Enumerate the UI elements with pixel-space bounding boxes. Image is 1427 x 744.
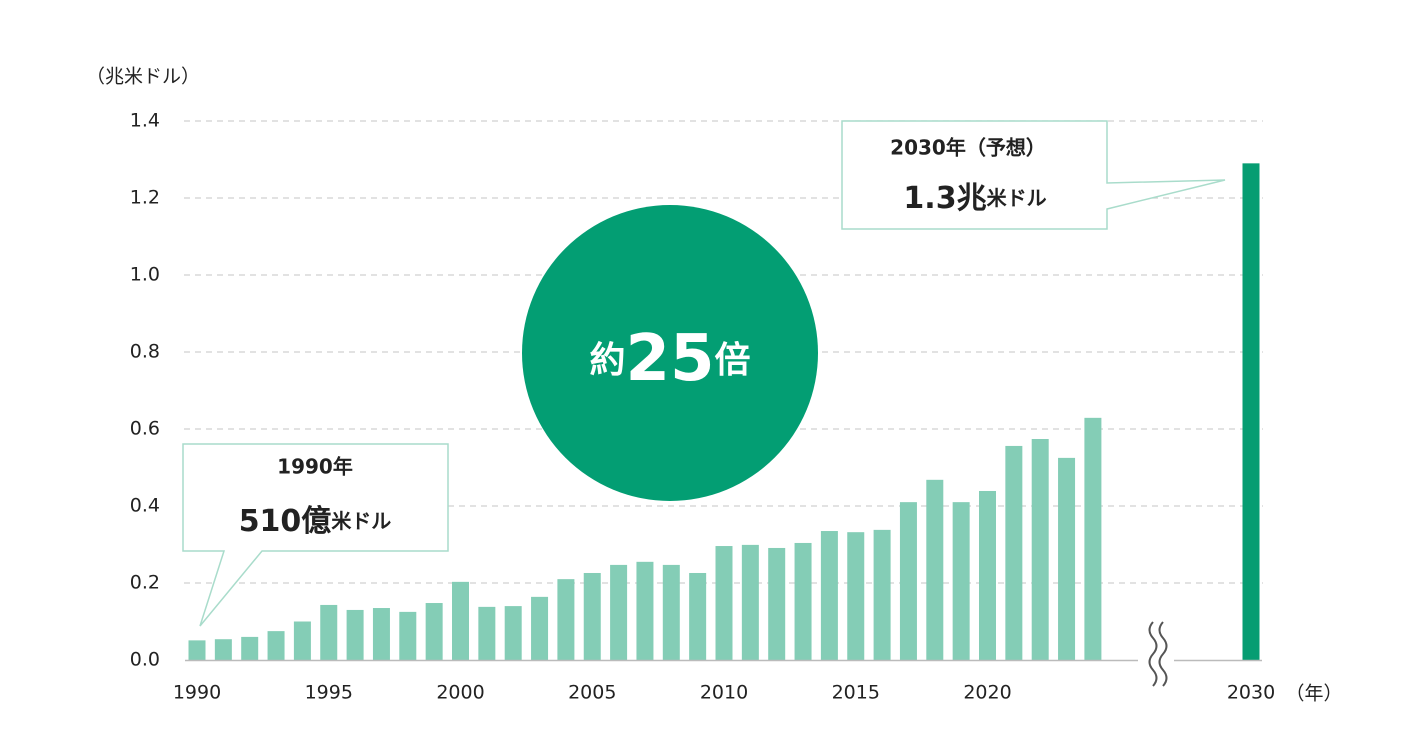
callout-box [182, 443, 449, 627]
bar [873, 529, 891, 660]
x-tick-label: 2000 [436, 682, 484, 704]
bar [979, 490, 996, 660]
y-tick-label: 0.4 [130, 495, 160, 517]
callout-unit: 米ドル [331, 509, 391, 533]
y-tick-label: 0.0 [130, 649, 160, 671]
bar [1058, 457, 1076, 660]
badge: 約25倍 [589, 322, 750, 396]
x-tick-label: 1995 [305, 682, 353, 704]
y-tick-label: 0.6 [130, 418, 160, 440]
y-unit: （兆米ドル） [86, 66, 200, 88]
bar [346, 609, 364, 660]
badge-number: 25 [625, 322, 714, 396]
y-tick-label: 1.2 [130, 187, 160, 209]
bar [452, 581, 469, 660]
callout-box [841, 120, 1226, 230]
callout-unit: 米ドル [987, 186, 1047, 210]
bar [820, 531, 838, 660]
bar [372, 608, 390, 660]
bar [399, 611, 417, 660]
bar [715, 546, 733, 660]
axis-break [1148, 621, 1168, 687]
bar [610, 564, 628, 660]
bar [768, 547, 786, 660]
y-tick-label: 0.8 [130, 341, 160, 363]
x-unit: （年） [1285, 683, 1342, 705]
x-tick-label: 2010 [700, 682, 748, 704]
badge-suffix: 倍 [715, 340, 751, 381]
bar [741, 544, 759, 660]
bar [1242, 163, 1260, 660]
x-tick-label: 1990 [173, 682, 221, 704]
bar [478, 606, 496, 660]
bar [636, 561, 654, 660]
bar [952, 502, 970, 660]
bar [926, 479, 944, 660]
callout-title: 1990年 [277, 455, 353, 479]
bar [662, 564, 680, 660]
x-tick-label: 2020 [963, 682, 1011, 704]
callout-number: 1.3兆 [903, 181, 986, 216]
bar [583, 572, 601, 660]
bar [847, 532, 865, 660]
x-tick-label: 2030 [1227, 682, 1275, 704]
bar [320, 604, 338, 660]
bar [689, 572, 707, 660]
bar [557, 579, 575, 660]
bar [188, 640, 206, 660]
bar [504, 606, 522, 660]
bar [1005, 445, 1023, 660]
callout-number: 510億 [239, 504, 332, 539]
callout-value: 1.3兆米ドル [903, 181, 1046, 216]
bar [214, 639, 232, 660]
bar [1031, 439, 1049, 660]
callout-value: 510億米ドル [239, 504, 392, 539]
bar [899, 502, 917, 660]
y-tick-label: 1.4 [130, 110, 160, 132]
bar [425, 603, 443, 660]
bar [531, 596, 549, 660]
x-tick-label: 2015 [832, 682, 880, 704]
badge-prefix: 約 [589, 340, 625, 381]
bar [241, 636, 259, 660]
bar [267, 631, 285, 660]
x-tick-label: 2005 [568, 682, 616, 704]
badge-circle [522, 205, 818, 501]
callout-title: 2030年（予想） [890, 136, 1046, 160]
bar [794, 542, 812, 660]
bar [293, 621, 311, 660]
bar [1084, 417, 1102, 660]
y-tick-label: 1.0 [130, 264, 160, 286]
y-tick-label: 0.2 [130, 572, 160, 594]
